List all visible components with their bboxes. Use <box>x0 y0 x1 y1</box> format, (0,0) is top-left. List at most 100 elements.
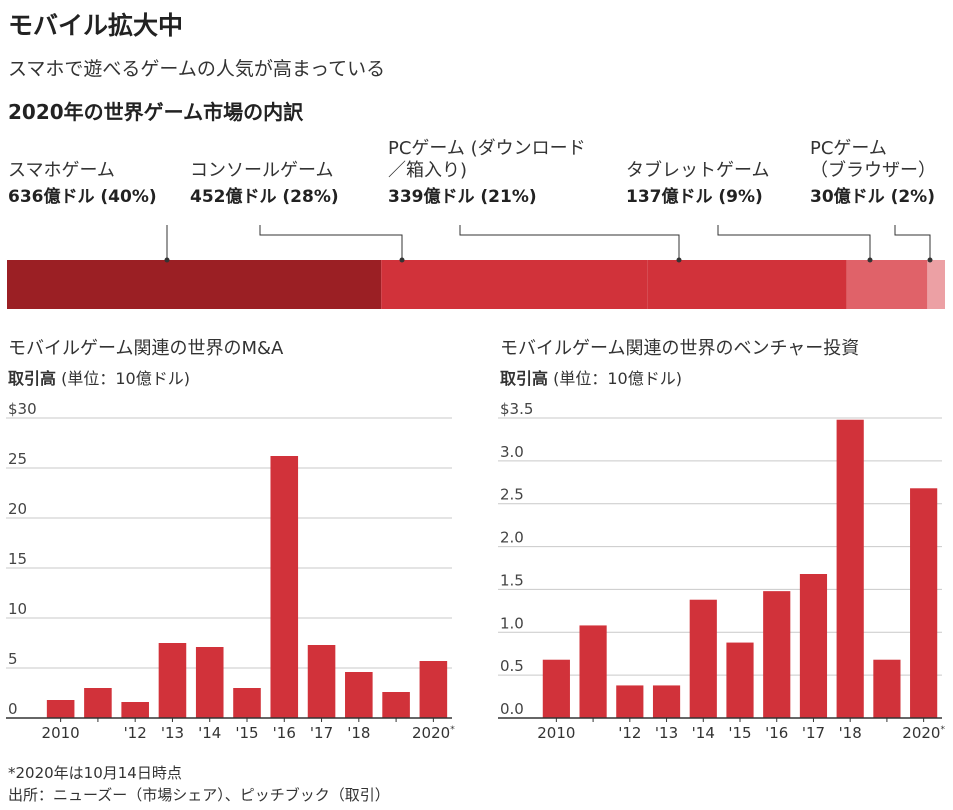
ylabel-unit: (単位：10億ドル) <box>56 369 190 388</box>
bar-2020 <box>910 488 938 718</box>
leader-dot <box>867 257 873 263</box>
bar-2019 <box>873 659 901 718</box>
bar-'17 <box>799 574 828 718</box>
segment-name: PCゲーム (ダウンロード ／箱入り) <box>388 138 586 181</box>
x-tick-label: '18 <box>347 724 370 742</box>
share-segment-1 <box>381 260 648 309</box>
x-tick-label: 2020* <box>412 724 455 742</box>
y-tick-label: 20 <box>8 500 27 518</box>
bar-'12 <box>121 702 149 718</box>
chart-vc-ylabel: 取引高 (単位：10億ドル) <box>500 365 682 389</box>
bar-2011 <box>579 625 607 718</box>
bar-2010 <box>542 659 570 718</box>
x-tick-label: '15 <box>235 724 258 742</box>
bar-'15 <box>233 688 261 718</box>
bar-'12 <box>616 685 644 718</box>
bar-2010 <box>46 700 75 718</box>
y-tick-label: 10 <box>8 600 27 618</box>
chart-ma-title: モバイルゲーム関連の世界のM&A <box>8 338 284 359</box>
y-tick-label: 2.0 <box>500 529 524 547</box>
bar-'15 <box>726 642 754 718</box>
bar-'13 <box>158 643 187 718</box>
ylabel-unit: (単位：10億ドル) <box>548 369 682 388</box>
segment-name: コンソールゲーム <box>190 160 334 181</box>
segment-value: 30億ドル (2%) <box>810 187 935 207</box>
x-tick-asterisk: * <box>450 725 455 735</box>
leader-line-console <box>259 225 403 260</box>
leader-line-tablet <box>717 225 871 260</box>
x-tick-label: '13 <box>655 724 678 742</box>
bar-'16 <box>270 456 299 718</box>
y-tick-label: 0.0 <box>500 700 524 718</box>
bar-2011 <box>84 688 112 718</box>
segment-label-console: コンソールゲーム 452億ドル (28%) <box>190 160 339 207</box>
segment-value: 137億ドル (9%) <box>626 187 763 207</box>
y-tick-label: 2.5 <box>500 486 524 504</box>
segment-label-tablet: タブレットゲーム 137億ドル (9%) <box>626 160 769 207</box>
segment-value: 636億ドル (40%) <box>8 187 157 207</box>
y-tick-label: 1.0 <box>500 614 524 632</box>
leader-dot <box>164 257 170 263</box>
bar-'18 <box>345 672 373 718</box>
bar-2019 <box>382 692 410 718</box>
market-share-bar <box>7 225 945 309</box>
y-tick-label: 15 <box>8 550 27 568</box>
leader-line-pc-browser <box>894 225 931 260</box>
y-tick-label: 1.5 <box>500 571 524 589</box>
segment-name: スマホゲーム <box>8 160 115 181</box>
leader-dot <box>927 257 933 263</box>
ylabel-bold: 取引高 <box>500 369 549 388</box>
leader-dot <box>399 257 405 263</box>
x-tick-label: '15 <box>728 724 751 742</box>
x-tick-label: '16 <box>765 724 788 742</box>
page-title: モバイル拡大中 <box>8 11 184 40</box>
footnote-note: *2020年は10月14日時点 <box>8 764 182 782</box>
bar-'13 <box>652 685 681 718</box>
segment-label-smartphone: スマホゲーム 636億ドル (40%) <box>8 160 157 207</box>
x-tick-label: '16 <box>273 724 296 742</box>
y-tick-label: 25 <box>8 450 27 468</box>
breakdown-title: 2020年の世界ゲーム市場の内訳 <box>8 100 304 124</box>
share-segment-4 <box>927 260 945 309</box>
ylabel-bold: 取引高 <box>8 369 57 388</box>
segment-name: タブレットゲーム <box>626 160 770 181</box>
x-tick-label: '14 <box>692 724 715 742</box>
x-tick-label: '17 <box>802 724 825 742</box>
leader-line-pc-download <box>459 225 680 260</box>
chart-ma: 0 5 10 15 20 25 $30 2010 '12 '13 '14 '15 '16 '17 '18 20… <box>6 400 455 742</box>
bar-'16 <box>763 591 791 718</box>
segment-label-pc-download: PCゲーム (ダウンロード ／箱入り) 339億ドル (21%) <box>388 138 586 207</box>
segment-name: PCゲーム （ブラウザー） <box>810 138 936 181</box>
segment-value: 452億ドル (28%) <box>190 187 339 207</box>
bar-'14 <box>195 647 224 718</box>
x-tick-label: '12 <box>124 724 147 742</box>
share-segment-3 <box>846 260 928 309</box>
chart-ma-ylabel: 取引高 (単位：10億ドル) <box>8 365 190 389</box>
segment-value: 339億ドル (21%) <box>388 187 537 207</box>
y-tick-label: $30 <box>8 400 37 418</box>
y-tick-label: 3.0 <box>500 443 524 461</box>
bar-'18 <box>836 419 864 718</box>
chart-vc: 0.0 0.5 1.0 1.5 2.0 2.5 3.0 $3.5 2010 '12 '13 '14 '1… <box>498 400 945 742</box>
x-tick-label: 2020* <box>902 724 945 742</box>
x-tick-label: 2010 <box>42 724 80 742</box>
x-tick-asterisk: * <box>940 725 945 735</box>
x-tick-label: '14 <box>198 724 221 742</box>
x-tick-label: '12 <box>618 724 641 742</box>
page-subtitle: スマホで遊べるゲームの人気が高まっている <box>8 58 386 80</box>
y-tick-label: $3.5 <box>500 400 533 418</box>
bar-2020 <box>419 661 448 718</box>
bar-'14 <box>689 599 717 718</box>
leader-dot <box>676 257 682 263</box>
segment-label-pc-browser: PCゲーム （ブラウザー） 30億ドル (2%) <box>810 138 936 207</box>
y-tick-label: 5 <box>8 650 18 668</box>
y-tick-label: 0.5 <box>500 657 524 675</box>
footnote-source: 出所：ニューズー（市場シェア）、ピッチブック（取引） <box>8 786 390 804</box>
x-tick-label: '18 <box>839 724 862 742</box>
chart-vc-title: モバイルゲーム関連の世界のベンチャー投資 <box>500 338 860 359</box>
x-tick-label: 2010 <box>537 724 575 742</box>
y-tick-label: 0 <box>8 700 18 718</box>
share-segment-2 <box>647 260 847 309</box>
share-segment-0 <box>7 260 382 309</box>
x-tick-label: '17 <box>310 724 333 742</box>
